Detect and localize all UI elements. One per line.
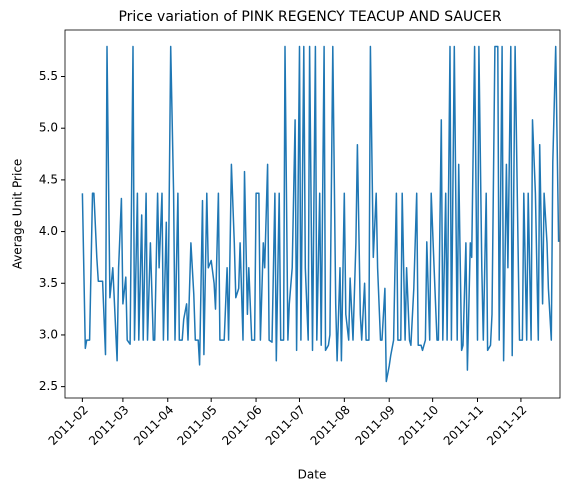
x-tick-label: 2011-11 — [441, 403, 486, 448]
x-tick-label: 2011-03 — [86, 403, 131, 448]
y-axis-label: Average Unit Price — [11, 159, 25, 270]
y-tick-label: 4.0 — [39, 224, 58, 238]
x-tick-label: 2011-02 — [46, 403, 91, 448]
y-tick-label: 3.0 — [39, 327, 58, 341]
x-tick-label: 2011-04 — [131, 403, 176, 448]
data-line — [81, 45, 560, 383]
x-tick-label: 2011-12 — [484, 403, 529, 448]
plot-frame — [64, 29, 561, 399]
x-tick-label: 2011-10 — [396, 403, 441, 448]
x-tick-label: 2011-05 — [174, 403, 219, 448]
y-tick-label: 2.5 — [39, 379, 58, 393]
x-tick-label: 2011-09 — [352, 403, 397, 448]
y-tick-label: 5.0 — [39, 121, 58, 135]
x-tick-label: 2011-07 — [263, 403, 308, 448]
y-tick-label: 4.5 — [39, 172, 58, 186]
y-tick-label: 5.5 — [39, 69, 58, 83]
chart-title: Price variation of PINK REGENCY TEACUP A… — [118, 9, 501, 25]
x-tick-label: 2011-06 — [219, 403, 264, 448]
x-tick-label: 2011-08 — [308, 403, 353, 448]
x-axis-label: Date — [298, 468, 327, 482]
y-tick-label: 3.5 — [39, 276, 58, 290]
